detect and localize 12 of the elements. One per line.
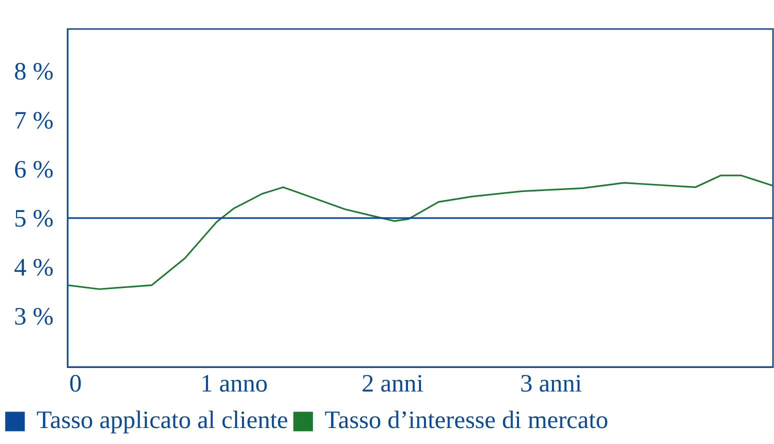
x-tick-label: 3 anni (520, 370, 582, 398)
y-tick-label: 8 % (14, 58, 54, 86)
y-tick-label: 4 % (14, 254, 54, 282)
x-tick-label: 2 anni (362, 370, 424, 398)
legend-label: Tasso applicato al cliente (36, 407, 288, 434)
y-tick-label: 5 % (14, 206, 54, 233)
y-tick-label: 3 % (14, 304, 54, 331)
y-tick-label: 7 % (14, 108, 54, 135)
y-tick-label: 6 % (14, 156, 54, 184)
x-tick-label: 0 (69, 370, 82, 398)
legend-label: Tasso d’interesse di mercato (324, 407, 608, 434)
x-tick-label: 1 anno (200, 370, 268, 398)
